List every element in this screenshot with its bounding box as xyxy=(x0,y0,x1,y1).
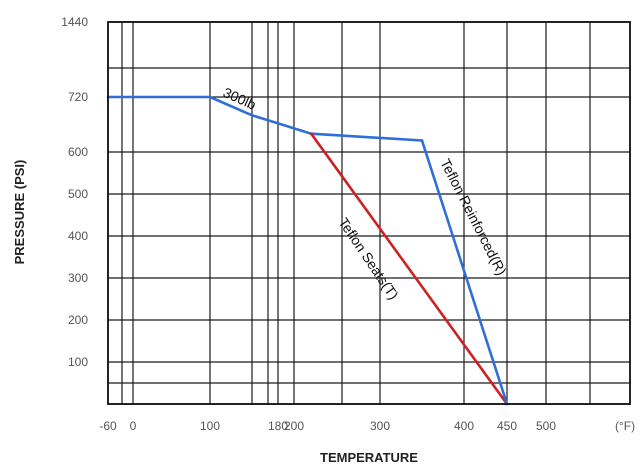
x-tick-label: 180 xyxy=(268,419,288,433)
x-tick-label: -60 xyxy=(99,419,117,433)
y-tick-label: 600 xyxy=(68,145,88,159)
series-line-1 xyxy=(309,132,509,406)
x-axis-title: TEMPERATURE xyxy=(320,450,418,465)
x-tick-label: 0 xyxy=(130,419,137,433)
x-tick-label: 400 xyxy=(454,419,474,433)
x-unit-label: (°F) xyxy=(615,419,635,433)
x-tick-label: 450 xyxy=(497,419,517,433)
x-tick-label: 500 xyxy=(536,419,556,433)
plot-frame xyxy=(107,21,631,405)
x-tick-label: 100 xyxy=(200,419,220,433)
series-line-2 xyxy=(420,139,509,406)
x-tick-label: 200 xyxy=(284,419,304,433)
series-label-300lb: 300lb xyxy=(221,84,259,113)
series-label-teflon-seats: Teflon Seats(T) xyxy=(336,215,402,303)
x-tick-label: 300 xyxy=(370,419,390,433)
y-tick-label: 400 xyxy=(68,229,88,243)
y-tick-label: 200 xyxy=(68,313,88,327)
y-axis-title: PRESSURE (PSI) xyxy=(12,160,27,265)
series-layer xyxy=(106,95,509,406)
series-label-teflon-reinforced: Teflon Reinforced(R) xyxy=(437,156,510,278)
y-tick-label: 500 xyxy=(68,187,88,201)
y-tick-label: 300 xyxy=(68,271,88,285)
y-tick-labels: 1440 720 600 500 400 300 200 100 xyxy=(61,15,88,369)
y-tick-label: 1440 xyxy=(61,15,88,29)
series-line-0 xyxy=(106,95,424,142)
y-tick-label: 720 xyxy=(68,90,88,104)
y-tick-label: 100 xyxy=(68,355,88,369)
